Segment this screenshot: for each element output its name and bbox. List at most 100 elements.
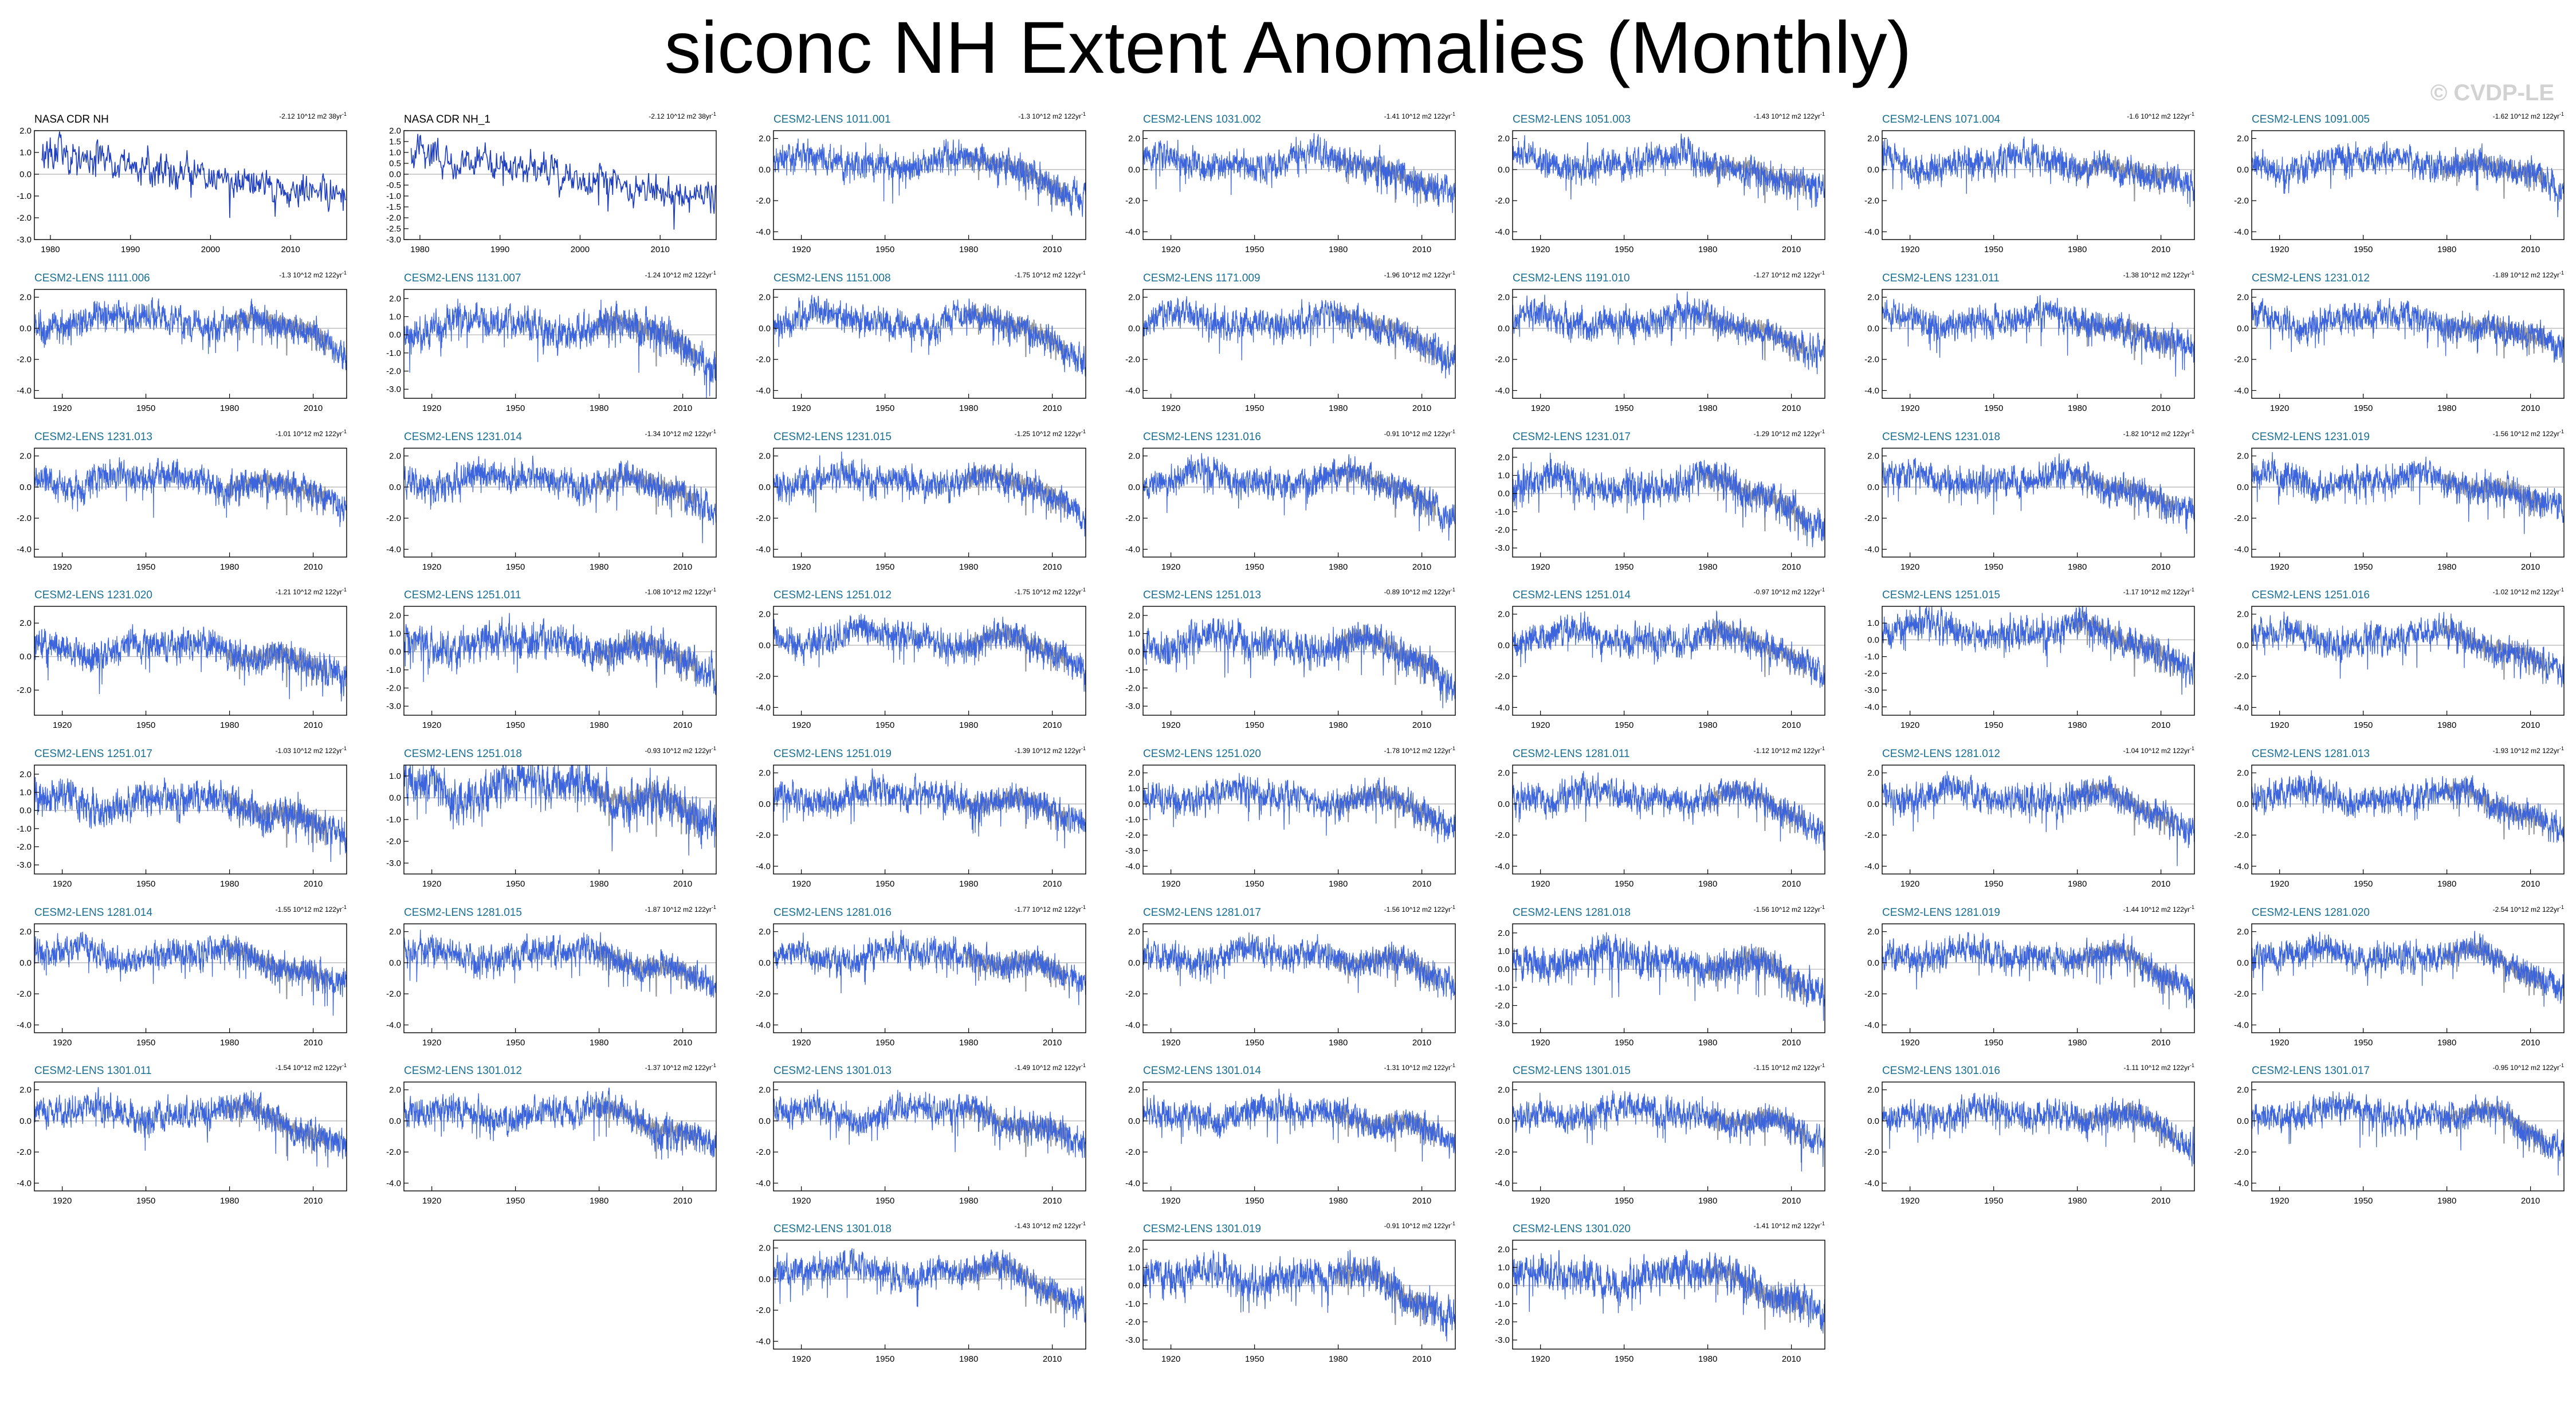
panel-title: CESM2-LENS 1051.003: [1513, 113, 1631, 126]
x-tick-label: 2010: [2521, 245, 2540, 254]
panel-plot: 2.0 1.0 0.0 -1.0 -2.0 -3.0 1920 1950 1980 2010: [386, 606, 717, 730]
plot-frame: [1882, 448, 2195, 558]
y-tick-label: -1.0: [1125, 815, 1140, 825]
y-tick-label: 2.0: [1867, 134, 1879, 144]
panel-trend-label: -1.38 10^12 m2 122yr: [2123, 271, 2190, 279]
model-series-line: [773, 295, 1086, 377]
panel-trend-label: -0.89 10^12 m2 122yr: [1384, 588, 1451, 596]
x-tick-label: 1950: [875, 562, 894, 572]
x-tick-label: 1980: [2437, 562, 2456, 572]
y-tick-label: 1.0: [389, 312, 401, 322]
y-tick-label: -4.0: [756, 1336, 771, 1346]
y-tick-label: 2.0: [759, 1085, 771, 1095]
x-tick-label: 1920: [53, 562, 72, 572]
panel-title: CESM2-LENS 1301.013: [773, 1065, 892, 1077]
panel-trend-label: -1.77 10^12 m2 122yr: [1014, 906, 1081, 914]
plot-frame: [2251, 289, 2565, 399]
y-tick-label: 0.0: [389, 793, 401, 803]
model-series-line: [1512, 291, 1825, 374]
y-tick-label: -4.0: [756, 227, 771, 237]
x-tick-label: 2010: [281, 245, 300, 254]
panel-title: CESM2-LENS 1251.017: [34, 748, 152, 760]
panel-trend-label: -1.3 10^12 m2 122yr: [279, 271, 342, 279]
panel-trend: -2.12 10^12 m2 38yr-1: [649, 111, 716, 120]
y-tick-label: 0.0: [759, 1275, 771, 1284]
x-tick-label: 1980: [1698, 245, 1717, 254]
x-tick-label: 1920: [1161, 1038, 1180, 1048]
x-tick-label: 1980: [41, 245, 60, 254]
y-tick-label: 2.0: [389, 611, 401, 621]
x-tick-label: 1950: [136, 1196, 155, 1206]
y-tick-label: -1.0: [17, 824, 32, 834]
plot-frame: [403, 448, 717, 558]
x-tick-label: 1980: [2437, 403, 2456, 413]
y-tick-label: 2.0: [389, 927, 401, 937]
panel-cesm2-lens-1171-009: CESM2-LENS 1171.009 -1.96 10^12 m2 122yr-…: [1120, 270, 1456, 415]
x-tick-label: 1950: [506, 1196, 525, 1206]
x-tick-label: 1950: [875, 720, 894, 730]
y-tick-label: 1.0: [1498, 947, 1510, 957]
panel-plot: 2.0 0.0 -2.0 -4.0 1920 1950 1980 2010: [17, 1081, 347, 1206]
plot-frame: [1142, 289, 1456, 399]
plot-frame: [1142, 765, 1456, 875]
y-tick-label: -4.0: [2234, 861, 2249, 871]
panel-trend: -0.91 10^12 m2 122yr-1: [1384, 1221, 1455, 1230]
panel-trend-label: -1.75 10^12 m2 122yr: [1014, 271, 1081, 279]
y-tick-label: 2.0: [759, 134, 771, 144]
plot-frame: [403, 923, 717, 1033]
y-tick-label: -3.0: [17, 235, 32, 245]
panel-trend-label: -1.43 10^12 m2 122yr: [1753, 112, 1820, 120]
y-tick-label: -1.0: [17, 191, 32, 201]
model-series-line: [1882, 136, 2195, 207]
y-tick-label: -2.0: [2234, 196, 2249, 206]
y-tick-label: -2.0: [756, 672, 771, 681]
y-tick-label: -4.0: [2234, 1020, 2249, 1030]
y-tick-label: 2.0: [1128, 293, 1140, 303]
y-tick-label: -2.0: [1495, 1001, 1510, 1011]
y-tick-label: 2.0: [2237, 452, 2249, 461]
panel-plot: 2.0 0.0 -2.0 -4.0 1920 1950 1980 2010: [2234, 765, 2565, 889]
plot-frame: [34, 923, 347, 1033]
panel-trend-label: -0.91 10^12 m2 122yr: [1384, 430, 1451, 438]
panel-plot: 1.0 0.0 -1.0 -2.0 -3.0 -4.0 1920 1950 1980 2010: [1864, 606, 2195, 730]
y-tick-label: -2.0: [17, 685, 32, 695]
panel-plot: 2.0 0.0 -2.0 -4.0 1920 1950 1980 2010: [2234, 289, 2565, 413]
panel-cesm2-lens-1231-020: CESM2-LENS 1231.020 -1.21 10^12 m2 122yr-…: [11, 587, 348, 732]
x-tick-label: 1980: [590, 562, 608, 572]
x-tick-label: 1980: [2068, 1038, 2087, 1048]
x-tick-label: 1920: [1900, 1038, 1919, 1048]
model-series-line: [773, 1248, 1086, 1328]
x-tick-label: 1920: [2270, 1038, 2289, 1048]
panel-plot: 2.0 0.0 -2.0 -4.0 1920 1950 1980 2010: [1125, 923, 1456, 1048]
y-tick-label: 0.0: [759, 324, 771, 334]
x-tick-label: 1950: [1615, 1038, 1633, 1048]
panel-title: CESM2-LENS 1281.017: [1143, 907, 1261, 919]
x-tick-label: 1920: [1531, 1196, 1550, 1206]
y-tick-label: 0.0: [2237, 799, 2249, 809]
plot-frame: [1512, 448, 1825, 558]
x-tick-label: 1980: [1329, 720, 1348, 730]
panel-title: CESM2-LENS 1281.018: [1513, 907, 1631, 919]
panel-title: CESM2-LENS 1251.014: [1513, 589, 1631, 601]
panel-plot: 2.0 0.0 -2.0 -4.0 1920 1950 1980 2010: [1864, 289, 2195, 413]
x-tick-label: 2010: [1412, 403, 1431, 413]
panel-title: CESM2-LENS 1251.018: [404, 748, 522, 760]
panel-plot: 2.0 0.0 -2.0 -4.0 1920 1950 1980 2010: [1125, 448, 1456, 572]
x-tick-label: 2010: [2521, 1038, 2540, 1048]
plot-frame: [403, 606, 717, 716]
panel-plot: 2.0 0.0 -2.0 -4.0 1920 1950 1980 2010: [1864, 923, 2195, 1048]
y-tick-label: -1.5: [386, 202, 401, 212]
panel-title: CESM2-LENS 1251.015: [1882, 589, 2000, 601]
panel-trend-label: -1.12 10^12 m2 122yr: [1753, 747, 1820, 755]
x-tick-label: 1950: [1984, 1038, 2003, 1048]
y-tick-label: -1.0: [386, 191, 401, 201]
x-tick-label: 2010: [1412, 879, 1431, 889]
panel-cesm2-lens-1231-017: CESM2-LENS 1231.017 -1.29 10^12 m2 122yr-…: [1490, 429, 1826, 574]
panel-trend-label: -1.96 10^12 m2 122yr: [1384, 271, 1451, 279]
y-tick-label: -4.0: [1864, 1178, 1879, 1188]
panel-title: CESM2-LENS 1231.017: [1513, 431, 1631, 443]
panel-trend: -1.25 10^12 m2 122yr-1: [1014, 429, 1086, 438]
y-tick-label: -3.0: [1495, 543, 1510, 553]
panel-plot: 1.0 0.0 -1.0 -2.0 -3.0 1920 1950 1980 2010: [386, 765, 717, 889]
